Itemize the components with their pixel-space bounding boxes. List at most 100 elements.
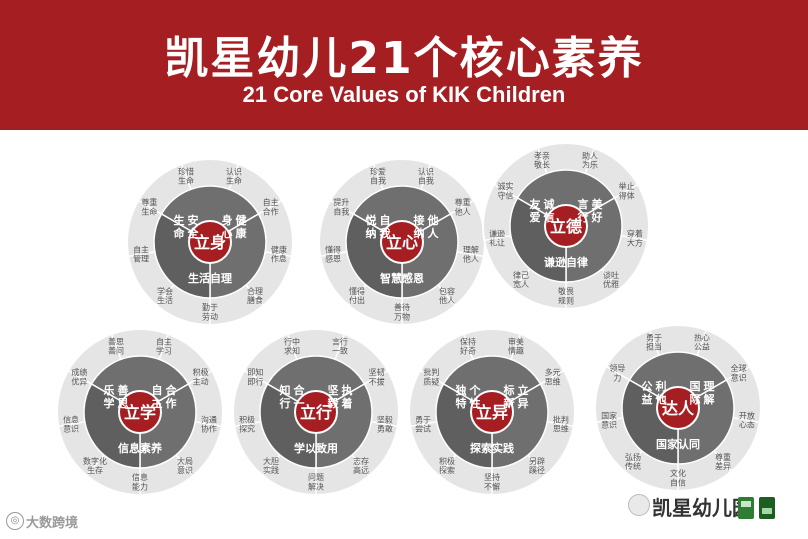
sub-value-label: 数字化生存 — [83, 456, 107, 475]
ring-divider — [180, 163, 192, 190]
ring-divider — [137, 199, 162, 215]
sub-value-label: 善待万物 — [394, 302, 410, 321]
sub-value-label: 合理膳食 — [247, 286, 263, 305]
sub-value-label: 举止得体 — [619, 181, 635, 200]
ring-divider — [410, 420, 437, 428]
ring-divider — [351, 454, 370, 477]
ring-divider — [547, 420, 574, 428]
core-value-label: 公益 — [642, 380, 653, 406]
ring-divider — [348, 284, 367, 307]
core-value-label: 身心 — [222, 213, 233, 240]
sub-value-label: 善思善问 — [108, 336, 124, 355]
ring-divider — [286, 333, 298, 360]
sub-value-label: 认识自我 — [418, 166, 434, 185]
ring-divider — [175, 454, 194, 477]
school-badge-icon — [738, 497, 754, 519]
ring-divider — [195, 420, 222, 428]
core-value-label: 标新 — [503, 383, 515, 410]
wheel-center-label: 立学 — [124, 403, 156, 422]
ring-divider — [696, 329, 708, 356]
sub-value-label: 孝亲敬长 — [534, 150, 550, 169]
ring-divider — [536, 147, 548, 174]
core-value-label: 个性 — [469, 383, 482, 410]
ring-divider — [371, 420, 398, 428]
core-value-label: 生活自理 — [188, 271, 232, 285]
ring-divider — [158, 333, 170, 360]
sub-value-label: 勤于劳动 — [202, 302, 218, 321]
ring-divider — [228, 163, 240, 190]
ring-divider — [329, 199, 354, 215]
ring-divider — [584, 147, 596, 174]
sub-value-label: 信息意识 — [63, 414, 79, 433]
sub-value-label: 全球意识 — [731, 363, 747, 382]
sub-value-label: 沟通协作 — [201, 414, 217, 433]
sub-value-label: 懂得感恩 — [325, 244, 341, 263]
sub-value-label: 自主管理 — [133, 244, 149, 263]
wheel-center-label: 立异 — [476, 403, 508, 422]
sub-value-label: 领导力 — [609, 363, 625, 382]
core-value-label: 坚毅 — [327, 383, 340, 410]
core-value-label: 独特 — [455, 383, 467, 410]
core-value-label: 善思 — [118, 383, 129, 410]
core-value-label: 国家认同 — [656, 437, 700, 451]
sub-value-label: 坚毅勇敢 — [377, 414, 393, 433]
core-value-label: 知行 — [279, 383, 291, 410]
sub-value-label: 言行一致 — [332, 336, 348, 355]
sub-value-label: 自主学习 — [156, 336, 172, 355]
ring-divider — [438, 454, 457, 477]
ring-divider — [245, 284, 264, 307]
ring-divider — [420, 163, 432, 190]
sub-value-label: 坚持不懈 — [484, 472, 500, 491]
wheel-center — [544, 204, 588, 248]
ring-divider — [258, 199, 283, 215]
wheel-center — [118, 390, 162, 434]
ring-divider — [457, 250, 484, 258]
core-value-label: 言行 — [577, 197, 589, 224]
sub-value-label: 行中求知 — [284, 336, 300, 355]
core-value-label: 健康 — [236, 213, 248, 240]
sub-value-label: 尊重差异 — [715, 452, 731, 471]
ring-divider — [624, 450, 643, 473]
wheel-center — [656, 386, 700, 430]
core-value-label: 自我 — [380, 213, 391, 240]
sub-value-label: 热心公益 — [694, 332, 710, 351]
watermark-right: 凯星幼儿园 — [652, 496, 752, 520]
wheel-center-label: 立德 — [550, 217, 582, 236]
sub-value-label: 积极探索 — [439, 456, 455, 475]
ring-divider — [372, 163, 384, 190]
core-value-label: 智慧感恩 — [380, 271, 424, 285]
ring-divider — [605, 365, 630, 381]
ring-divider — [462, 333, 474, 360]
core-value-label: 学以致用 — [294, 441, 338, 455]
ring-divider — [713, 450, 732, 473]
wheel-center-label: 达人 — [662, 399, 695, 418]
core-value-label: 悦纳 — [366, 213, 377, 240]
wechat-account-icon — [628, 494, 650, 516]
core-value-label: 国际 — [690, 380, 701, 406]
sub-value-label: 多元思维 — [545, 367, 561, 386]
ring-divider — [596, 416, 623, 424]
ring-divider — [484, 234, 511, 242]
ring-divider — [67, 369, 92, 385]
core-value-label: 友爱 — [530, 197, 541, 224]
sub-value-label: 珍爱自我 — [370, 166, 386, 185]
sub-value-label: 坚韧不拔 — [369, 367, 385, 386]
ring-divider — [512, 268, 531, 291]
sub-value-label: 积极探究 — [239, 414, 255, 433]
core-values-wheels: 立身生命安全身心健康生活自理认识生命自主合作健康作息合理膳食勤于劳动学会生活自主… — [56, 142, 762, 496]
sub-value-label: 助人为乐 — [582, 150, 598, 169]
ring-divider — [614, 183, 639, 199]
sub-value-label: 积极主动 — [193, 367, 209, 386]
title-banner: 凯星幼儿21个核心素养 21 Core Values of KIK Childr… — [0, 0, 808, 130]
ring-divider — [234, 420, 261, 428]
sub-value-label: 成绩优异 — [71, 367, 87, 386]
ring-divider — [450, 199, 475, 215]
sub-value-label: 批判思维 — [553, 414, 569, 433]
ring-divider — [128, 250, 155, 258]
sub-value-label: 认识生命 — [226, 166, 242, 185]
sub-value-label: 尊重生命 — [141, 197, 157, 216]
